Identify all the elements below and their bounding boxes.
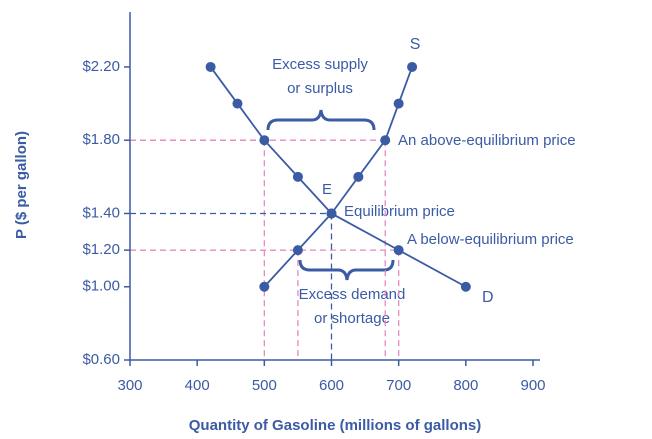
- annotation: E: [322, 181, 332, 198]
- y-tick-label: $1.20: [82, 241, 120, 258]
- annotation: Equilibrium price: [344, 203, 455, 220]
- annotation: or surplus: [287, 80, 353, 97]
- annotation: An above-equilibrium price: [398, 132, 576, 149]
- point: [292, 245, 303, 256]
- curve: [209, 66, 467, 288]
- x-axis-title: Quantity of Gasoline (millions of gallon…: [189, 417, 482, 434]
- point: [393, 245, 404, 256]
- x-tick-label: 700: [386, 377, 411, 394]
- x-tick-label: 400: [185, 377, 210, 394]
- annotation: Excess supply: [272, 56, 368, 73]
- point: [232, 98, 243, 109]
- point: [259, 135, 270, 146]
- annotation: A below-equilibrium price: [407, 231, 574, 248]
- point: [407, 61, 418, 72]
- x-tick-label: 600: [319, 377, 344, 394]
- annotation: Excess demand: [299, 286, 406, 303]
- series-label: S: [410, 36, 421, 53]
- point: [292, 171, 303, 182]
- point: [380, 135, 391, 146]
- y-axis-title: P ($ per gallon): [13, 131, 30, 239]
- x-tick-label: 900: [520, 377, 545, 394]
- point: [326, 208, 337, 219]
- curve: [263, 66, 413, 288]
- annotation: or shortage: [314, 310, 390, 327]
- point: [259, 281, 270, 292]
- brace: [298, 259, 395, 281]
- x-tick-label: 800: [453, 377, 478, 394]
- point: [393, 98, 404, 109]
- brace: [266, 109, 376, 131]
- point: [353, 171, 364, 182]
- y-tick-label: $2.20: [82, 58, 120, 75]
- y-tick-label: $1.40: [82, 204, 120, 221]
- series-label: D: [482, 289, 494, 306]
- point: [205, 61, 216, 72]
- x-tick-label: 500: [252, 377, 277, 394]
- y-tick-label: $1.80: [82, 131, 120, 148]
- x-tick-label: 300: [117, 377, 142, 394]
- y-tick-label: $1.00: [82, 278, 120, 295]
- point: [460, 281, 471, 292]
- y-tick-label: $0.60: [82, 351, 120, 368]
